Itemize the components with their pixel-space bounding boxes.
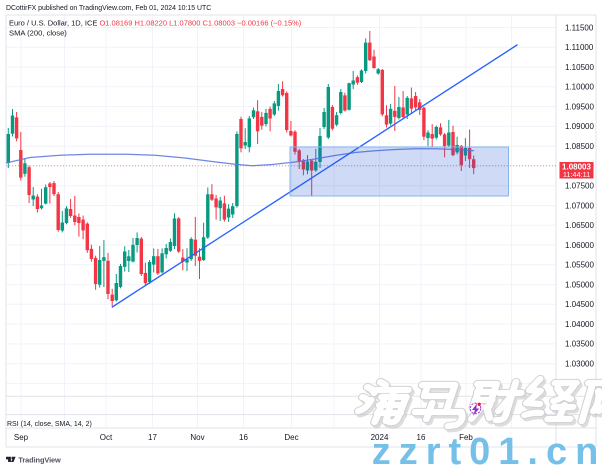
- svg-text:1.10500: 1.10500: [565, 63, 594, 72]
- svg-text:Oct: Oct: [100, 433, 113, 442]
- svg-text:1.03500: 1.03500: [565, 340, 594, 349]
- svg-text:1.11000: 1.11000: [565, 43, 594, 52]
- svg-text:Sep: Sep: [14, 433, 29, 442]
- svg-text:1.06000: 1.06000: [565, 241, 594, 250]
- svg-text:SMA (200, close): SMA (200, close): [9, 29, 67, 38]
- svg-text:Nov: Nov: [190, 433, 204, 442]
- svg-text:1.08500: 1.08500: [565, 142, 594, 151]
- svg-text:1.09500: 1.09500: [565, 102, 594, 111]
- svg-text:1.03000: 1.03000: [565, 360, 594, 369]
- svg-text:Euro / U.S. Dollar, 1D, ICE O1: Euro / U.S. Dollar, 1D, ICE O1.08169 H1.…: [9, 19, 302, 28]
- svg-text:1.08003: 1.08003: [562, 162, 591, 171]
- svg-text:16: 16: [417, 433, 426, 442]
- svg-text:zzrt01.cn: zzrt01.cn: [372, 431, 602, 470]
- svg-text:Dec: Dec: [284, 433, 298, 442]
- svg-text:16: 16: [239, 433, 248, 442]
- svg-text:RSI (14, close, SMA, 14, 2): RSI (14, close, SMA, 14, 2): [7, 421, 92, 428]
- svg-text:1.04000: 1.04000: [565, 320, 594, 329]
- svg-text:1.07500: 1.07500: [565, 182, 594, 191]
- svg-text:1.05500: 1.05500: [565, 261, 594, 270]
- svg-text:1.05000: 1.05000: [565, 280, 594, 289]
- svg-text:Feb: Feb: [459, 433, 473, 442]
- svg-text:1.04500: 1.04500: [565, 300, 594, 309]
- svg-text:1.07000: 1.07000: [565, 201, 594, 210]
- svg-text:DCottirFX published on Trading: DCottirFX published on TradingView.com, …: [6, 5, 211, 12]
- svg-text:17: 17: [148, 433, 157, 442]
- svg-text:11:44:11: 11:44:11: [563, 170, 590, 179]
- svg-text:2024: 2024: [371, 433, 389, 442]
- svg-text:1.06500: 1.06500: [565, 221, 594, 230]
- svg-text:TradingView: TradingView: [18, 456, 61, 465]
- svg-text:1.09000: 1.09000: [565, 122, 594, 131]
- svg-text:1.10000: 1.10000: [565, 83, 594, 92]
- svg-text:1.11500: 1.11500: [565, 23, 594, 32]
